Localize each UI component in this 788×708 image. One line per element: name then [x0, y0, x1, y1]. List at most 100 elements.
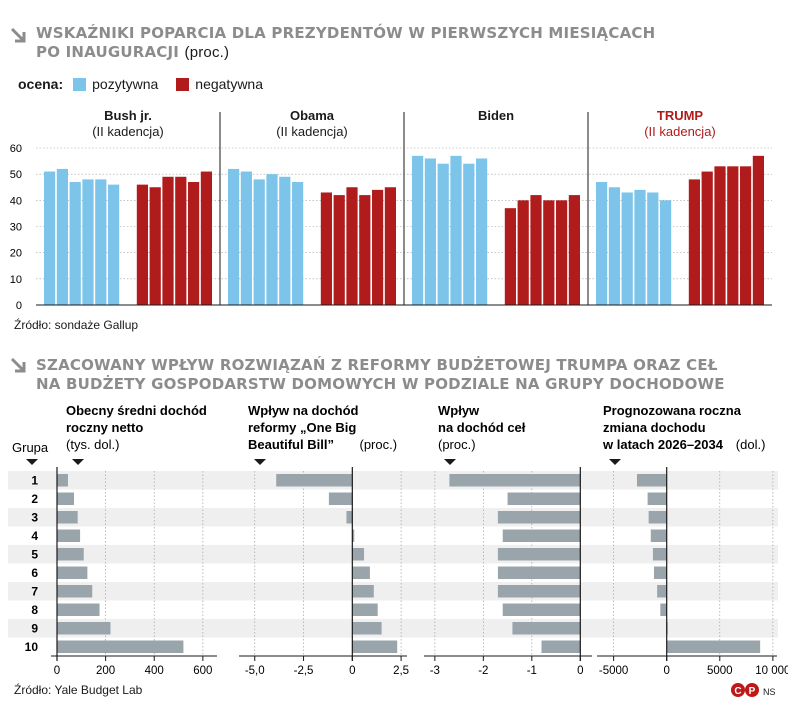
bar-negative [517, 200, 529, 305]
group-header: Grupa [12, 440, 49, 455]
bar-value [352, 548, 365, 561]
logo-text: NS [763, 687, 776, 697]
bar-positive [44, 171, 56, 305]
legend-text-positive: pozytywna [92, 76, 159, 92]
group-label: 10 [25, 640, 39, 654]
bar-negative [175, 176, 187, 305]
bar-value [507, 492, 581, 505]
bar-value [328, 492, 353, 505]
bar-value [502, 529, 581, 542]
bar-value [57, 529, 81, 542]
bar-negative [162, 176, 174, 305]
legend-swatch-positive [73, 77, 87, 91]
bar-positive [228, 168, 240, 305]
panel-title-line: Prognozowana roczna [603, 403, 742, 418]
bar-negative [740, 166, 752, 305]
panel-title: Bush jr. [104, 108, 152, 123]
bar-positive [596, 182, 608, 305]
bar-value [57, 492, 75, 505]
bar-positive [292, 182, 304, 305]
bar-negative [136, 184, 148, 305]
legend-text-negative: negatywna [195, 76, 263, 92]
panel-title: TRUMP [657, 108, 704, 123]
bar-negative [200, 171, 212, 305]
bar-positive [95, 179, 107, 305]
panel-unit: (proc.) [438, 437, 476, 452]
x-tick-label: -3 [430, 665, 440, 677]
x-tick-label: 400 [145, 665, 164, 677]
bar-value [497, 548, 581, 561]
chart1-title: WSKAŹNIKI POPARCIA DLA PREZYDENTÓW W PIE… [36, 24, 655, 62]
bar-value [352, 585, 374, 598]
bar-value [57, 511, 78, 524]
bar-positive [253, 179, 265, 305]
bar-value [352, 603, 378, 616]
y-tick-label: 20 [10, 248, 22, 260]
chart1-title-line1: WSKAŹNIKI POPARCIA DLA PREZYDENTÓW W PIE… [36, 24, 656, 42]
bar-value [666, 640, 761, 653]
bar-positive [412, 155, 424, 305]
bar-value [57, 603, 100, 616]
group-label: 7 [31, 585, 38, 599]
budget-impact-chart: Grupa 1 2 3 4 5 6 7 8 9 10 Obecny średni dochód rocz… [8, 403, 788, 677]
bar-positive [463, 163, 475, 305]
panel-title: Biden [478, 108, 514, 123]
bar-negative [727, 166, 739, 305]
panel-unit: (tys. dol.) [66, 437, 119, 452]
bar-value [57, 585, 93, 598]
panel-arrow-icon [444, 459, 456, 465]
x-tick-label: 600 [193, 665, 212, 677]
bar-negative [556, 200, 568, 305]
chart1-source: Źródło: sondaże Gallup [14, 318, 139, 332]
x-tick-label: -5,0 [245, 665, 265, 677]
bar-value [657, 585, 667, 598]
bar-negative [384, 187, 396, 305]
group-label: 4 [31, 529, 38, 543]
row-stripe [8, 508, 778, 527]
bar-value [653, 566, 667, 579]
bar-positive [608, 187, 620, 305]
x-tick-label: -2,5 [294, 665, 314, 677]
y-tick-label: 50 [10, 169, 22, 181]
svg-text:C: C [734, 686, 741, 697]
bar-value [57, 474, 68, 487]
panel-subtitle: (II kadencja) [276, 124, 348, 139]
panel-title: Obama [290, 108, 335, 123]
x-tick-label: 0 [54, 665, 60, 677]
bar-value [660, 603, 667, 616]
bar-negative [333, 195, 345, 305]
bar-positive [476, 158, 488, 305]
panel-title-line: zmiana dochodu [603, 420, 706, 435]
row-stripe [8, 545, 778, 564]
y-tick-label: 10 [10, 274, 22, 286]
bar-value [346, 511, 353, 524]
bar-value [57, 566, 88, 579]
panel-title-line: Wpływ na dochód [248, 403, 359, 418]
bar-value [541, 640, 581, 653]
x-tick-label: -2 [478, 665, 488, 677]
panel-arrow-icon [609, 459, 621, 465]
group-label: 1 [31, 474, 38, 488]
panel-arrow-icon [72, 459, 84, 465]
bar-negative [701, 171, 713, 305]
bar-negative [714, 166, 726, 305]
bar-positive [266, 174, 278, 305]
panel-subtitle: (II kadencja) [644, 124, 716, 139]
x-tick-label: 0 [664, 665, 670, 677]
bar-positive [240, 171, 252, 305]
bar-negative [504, 208, 516, 305]
panel-arrow-icon [254, 459, 266, 465]
bar-negative [543, 200, 555, 305]
bar-value [276, 474, 353, 487]
bar-positive [69, 182, 81, 305]
bar-positive [108, 184, 120, 305]
chart2-source: Źródło: Yale Budget Lab [14, 683, 143, 697]
group-label: 6 [31, 566, 38, 580]
chart2-title-line1: SZACOWANY WPŁYW ROZWIĄZAŃ Z REFORMY BUDŻ… [36, 356, 718, 374]
bar-value [352, 640, 398, 653]
bar-value [497, 585, 581, 598]
bar-value [352, 529, 355, 542]
group-label: 3 [31, 511, 38, 525]
bar-negative [188, 182, 200, 305]
